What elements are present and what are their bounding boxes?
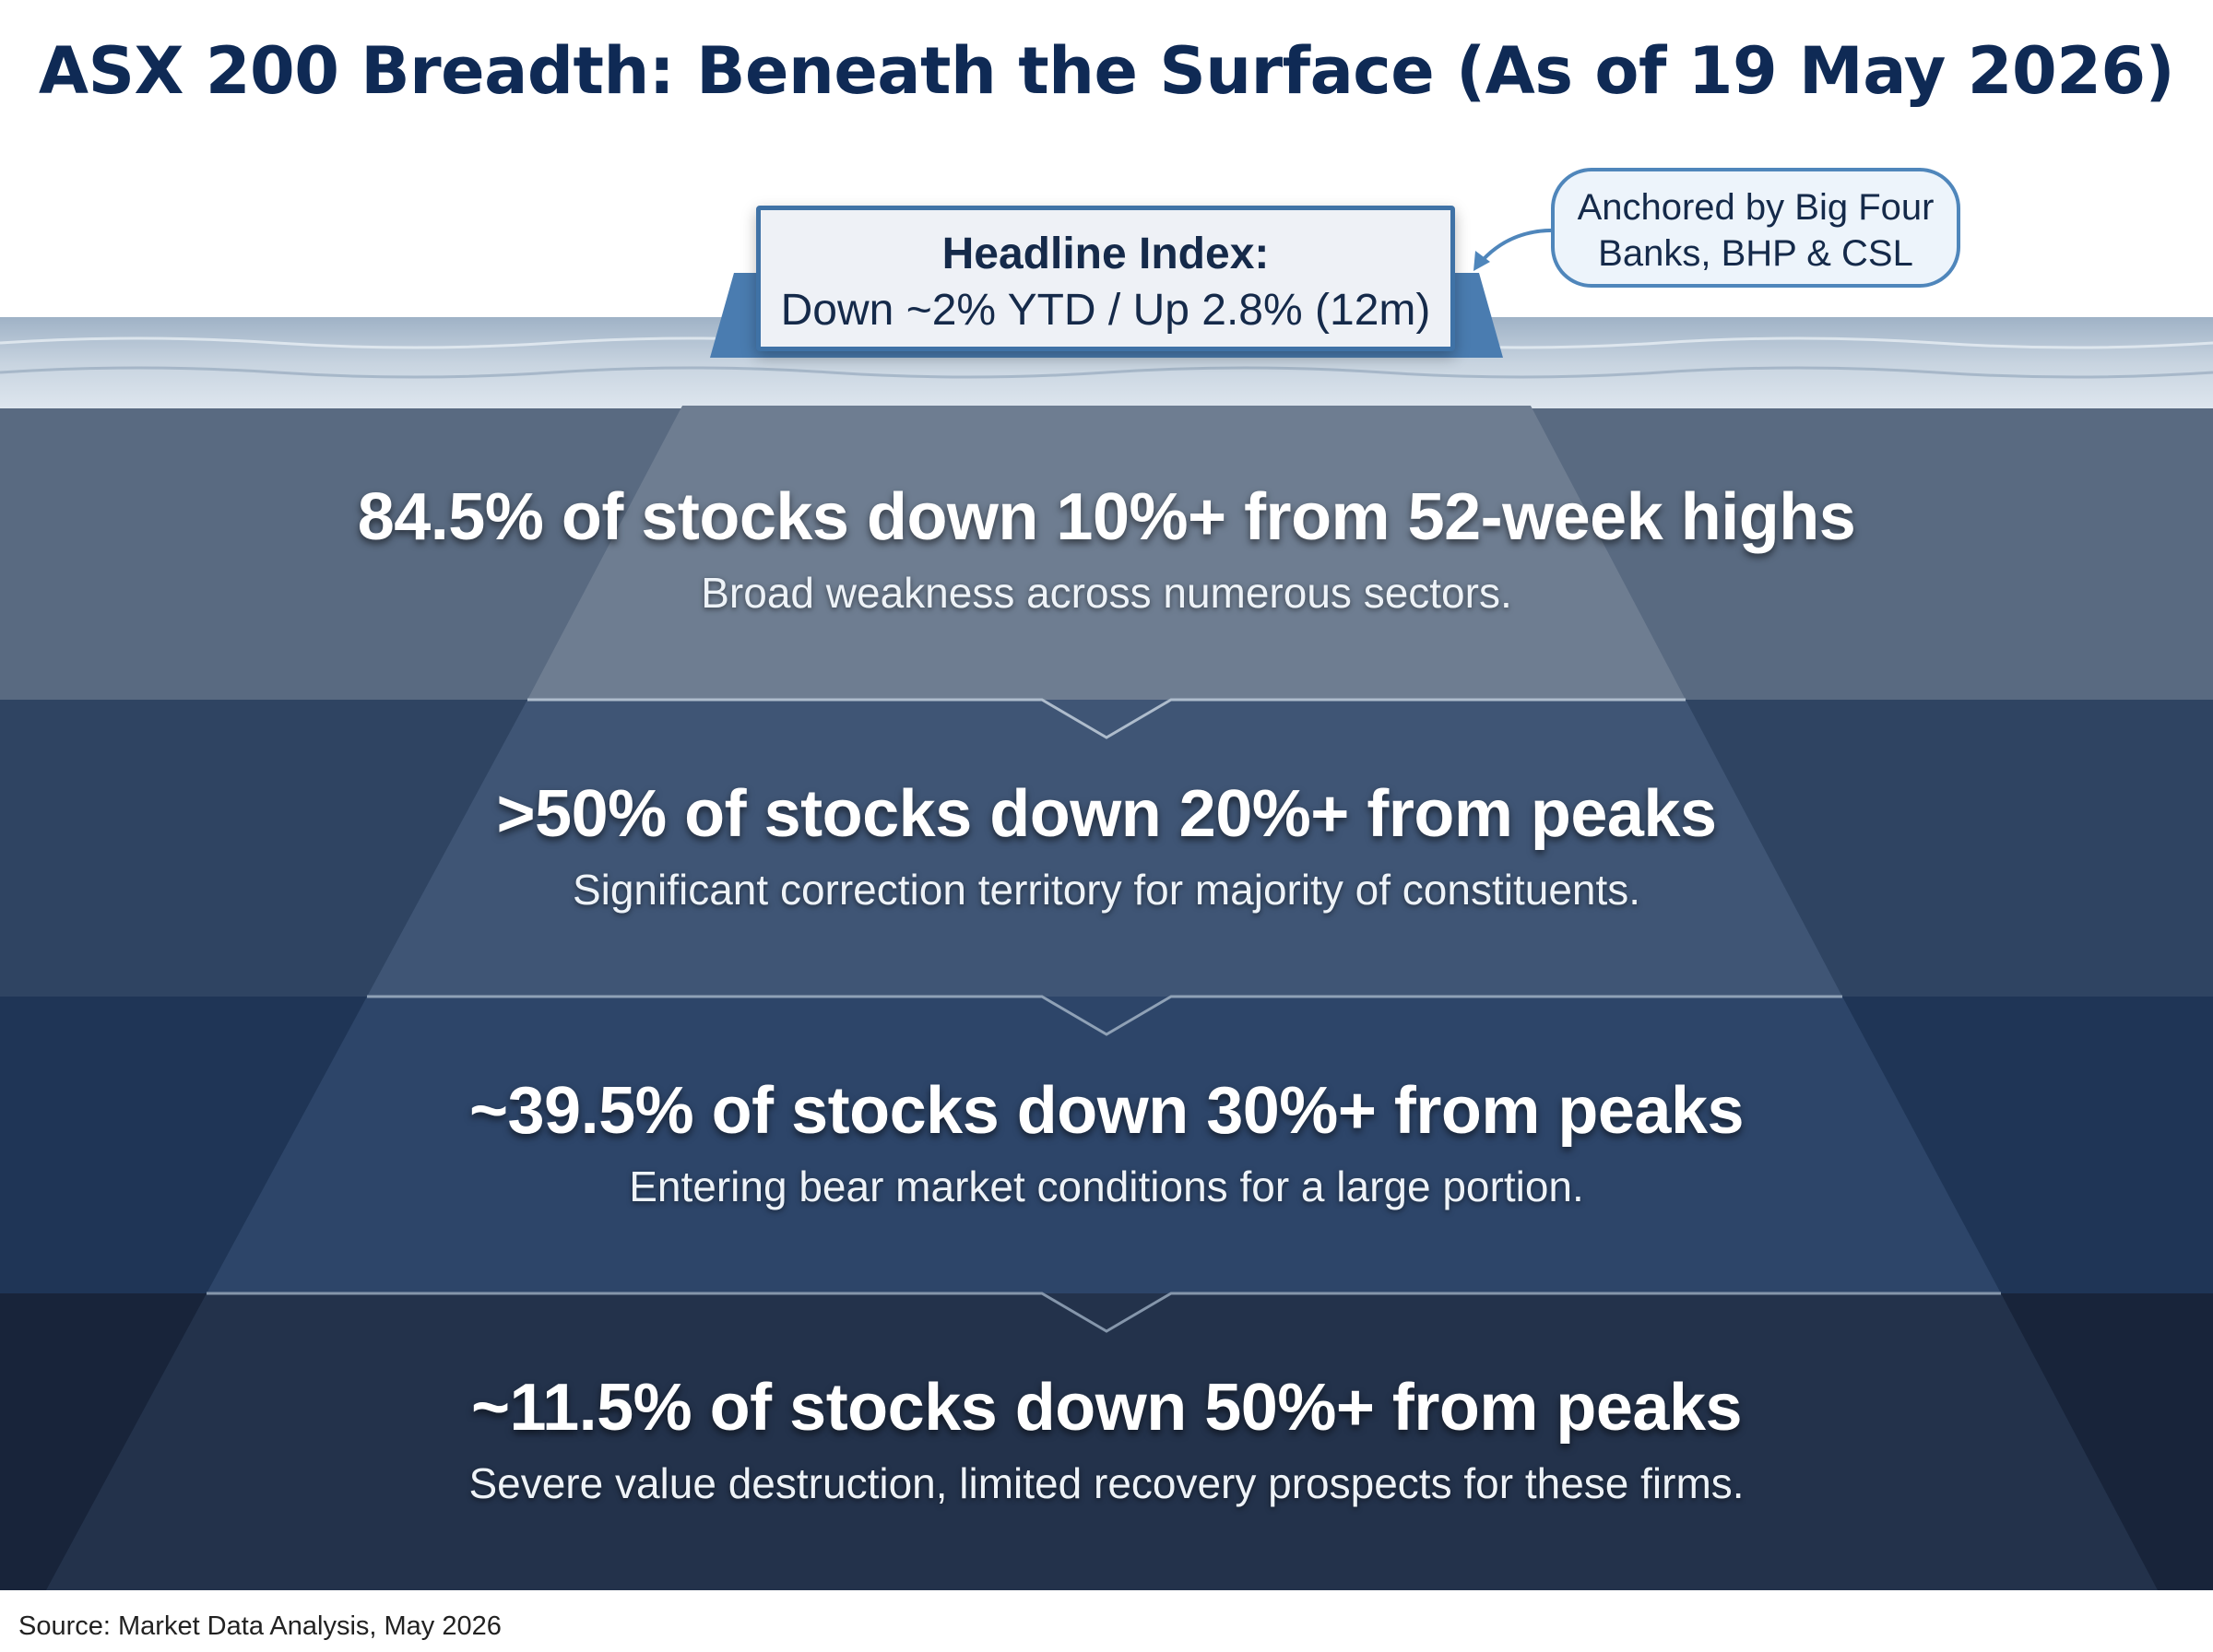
bottom-band (0, 1590, 2213, 1652)
layer-2-description: Significant correction territory for maj… (572, 866, 1641, 914)
callout-arrowhead-icon (1473, 251, 1490, 271)
page-title: ASX 200 Breadth: Beneath the Surface (As… (38, 33, 2175, 109)
layer-1-text: 84.5% of stocks down 10%+ from 52-week h… (0, 479, 2213, 618)
layer-2-text: >50% of stocks down 20%+ from peaks Sign… (0, 776, 2213, 914)
iceberg-section-4 (46, 1293, 2158, 1590)
layer-3-text: ~39.5% of stocks down 30%+ from peaks En… (0, 1073, 2213, 1211)
layer-separator-2 (367, 995, 1842, 1036)
callout-line-1: Anchored by Big Four (1577, 187, 1935, 228)
layer-separator-3 (207, 1292, 2001, 1333)
layer-2-stat: >50% of stocks down 20%+ from peaks (496, 777, 1717, 851)
iceberg-section-3 (207, 997, 2001, 1293)
callout-line-2: Banks, BHP & CSL (1598, 233, 1913, 274)
layer-4-text: ~11.5% of stocks down 50%+ from peaks Se… (0, 1370, 2213, 1508)
layer-1-stat: 84.5% of stocks down 10%+ from 52-week h… (357, 480, 1856, 554)
layer-3-description: Entering bear market conditions for a la… (629, 1162, 1584, 1210)
headline-index-box: Headline Index: Down ~2% YTD / Up 2.8% (… (756, 206, 1455, 351)
source-note: Source: Market Data Analysis, May 2026 (18, 1611, 502, 1641)
iceberg-section-1 (527, 406, 1686, 700)
callout-arrow (1481, 228, 1559, 262)
headline-label: Headline Index: (941, 230, 1270, 278)
layer-4-stat: ~11.5% of stocks down 50%+ from peaks (470, 1371, 1743, 1445)
headline-value: Down ~2% YTD / Up 2.8% (12m) (780, 286, 1431, 335)
layer-1-description: Broad weakness across numerous sectors. (701, 569, 1512, 617)
wave-line (0, 366, 2213, 379)
layer-separator-1 (527, 698, 1686, 739)
iceberg-section-2 (367, 700, 1842, 997)
layer-3-stat: ~39.5% of stocks down 30%+ from peaks (468, 1074, 1745, 1148)
layer-4-description: Severe value destruction, limited recove… (468, 1459, 1745, 1507)
anchor-callout: Anchored by Big Four Banks, BHP & CSL (1551, 168, 1960, 288)
